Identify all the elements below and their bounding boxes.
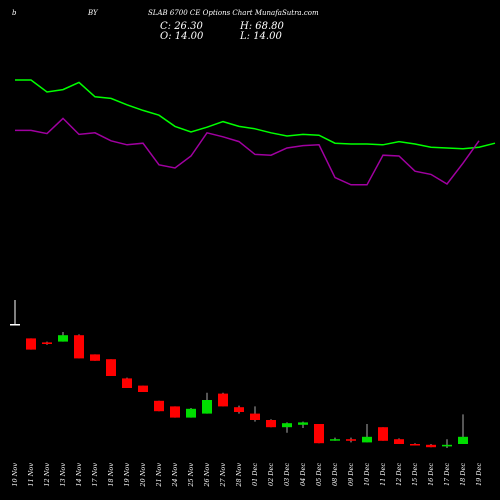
candles-group [10, 300, 468, 448]
x-tick-label: 19 Dec [475, 463, 483, 486]
candle-body [170, 406, 180, 418]
x-tick-label: 13 Nov [59, 463, 67, 487]
x-tick-label: 12 Nov [43, 463, 51, 487]
x-tick-label: 16 Dec [427, 463, 435, 486]
open-value: O: 14.00 [160, 31, 204, 42]
candle-body [218, 393, 228, 407]
x-tick-label: 11 Nov [27, 463, 35, 487]
candle-body [122, 378, 132, 388]
candle-body [282, 423, 292, 428]
x-tick-label: 09 Dec [347, 463, 355, 486]
x-tick-label: 15 Dec [411, 463, 419, 486]
candle-body [106, 359, 116, 376]
candle-body [426, 444, 436, 448]
x-tick-label: 05 Dec [315, 463, 323, 486]
candle-body [458, 436, 468, 444]
x-tick-label: 04 Dec [299, 463, 307, 486]
close-value: C: 26.30 [160, 21, 203, 32]
x-tick-label: 17 Dec [443, 463, 451, 486]
candle-body [234, 407, 244, 412]
moving-average-short-line [15, 79, 496, 150]
x-tick-label: 14 Nov [75, 463, 83, 487]
chart-title: SLAB 6700 CE Options Chart MunafaSutra.c… [148, 9, 319, 17]
x-tick-label: 17 Nov [91, 463, 99, 487]
candle-body [26, 338, 36, 350]
candle-body [266, 420, 276, 428]
x-tick-label: 27 Nov [219, 463, 227, 488]
candle-body [442, 444, 452, 447]
candle-body [314, 424, 324, 444]
candle-body [74, 335, 84, 359]
x-tick-label: 11 Dec [379, 463, 387, 486]
candle-body [42, 342, 52, 344]
x-tick-label: 19 Nov [123, 463, 131, 487]
candle-body [90, 354, 100, 361]
candle-body [10, 324, 20, 326]
x-tick-label: 20 Nov [139, 463, 147, 488]
x-tick-label: 24 Nov [171, 463, 179, 488]
candle-body [202, 400, 212, 414]
candle-body [138, 385, 148, 392]
x-tick-label: 10 Nov [11, 463, 19, 487]
x-tick-label: 18 Nov [107, 463, 115, 487]
x-tick-label: 12 Dec [395, 463, 403, 486]
candle-body [394, 439, 404, 444]
high-value: H: 68.80 [240, 21, 284, 32]
x-tick-label: 10 Dec [363, 463, 371, 486]
x-tick-label: 26 Nov [203, 463, 211, 488]
candle-body [58, 335, 68, 342]
x-tick-label: 28 Nov [235, 463, 243, 488]
low-value: L: 14.00 [240, 31, 282, 42]
pane-label: BY [88, 9, 98, 17]
candle-body [362, 436, 372, 443]
x-tick-label: 21 Nov [155, 463, 163, 488]
candle-body [186, 408, 196, 418]
x-tick-label: 01 Dec [251, 463, 259, 486]
x-tick-label: 08 Dec [331, 463, 339, 486]
moving-average-long-line [15, 117, 480, 186]
candle-body [378, 427, 388, 441]
x-tick-label: 18 Dec [459, 463, 467, 486]
x-axis-labels: 10 Nov 11 Nov 12 Nov 13 Nov 14 Nov 17 Nov 18 N… [11, 463, 483, 488]
candle-body [250, 413, 260, 420]
x-tick-label: 02 Dec [267, 463, 275, 486]
candle-body [298, 422, 308, 425]
candle-body [346, 439, 356, 441]
x-tick-label: 03 Dec [283, 463, 291, 486]
x-tick-label: 25 Nov [187, 463, 195, 488]
candle-body [154, 400, 164, 412]
candle-body [410, 444, 420, 446]
candle-body [330, 439, 340, 441]
brand-letter: b [12, 9, 17, 17]
